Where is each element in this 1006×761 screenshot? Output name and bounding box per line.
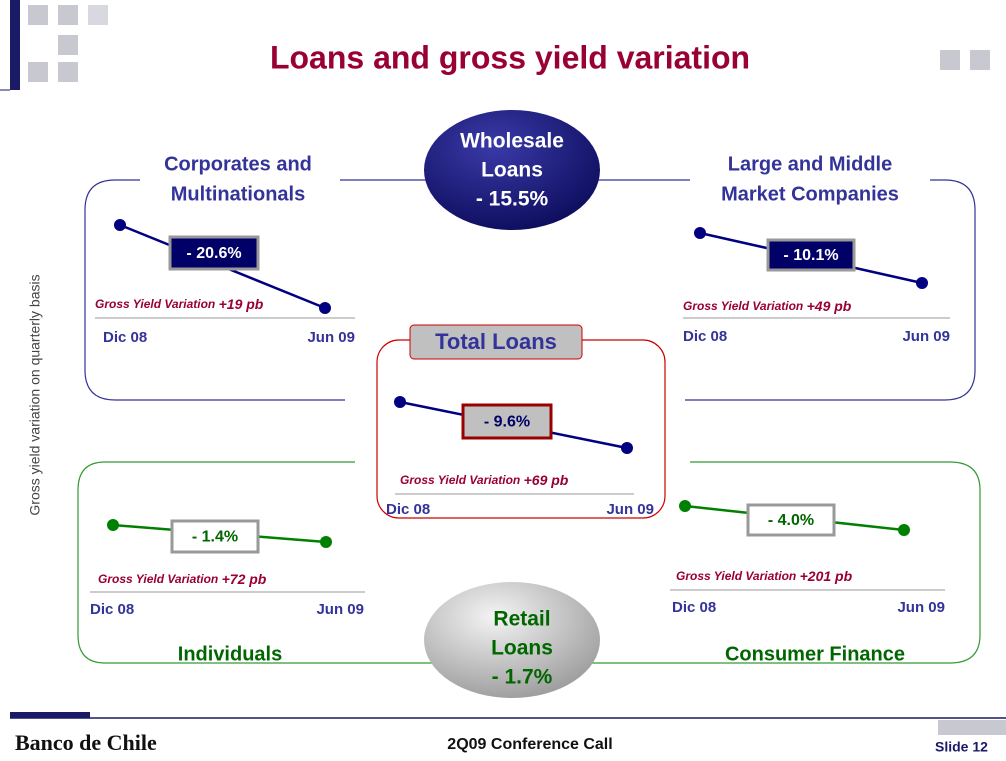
yield-label: Gross Yield Variation xyxy=(98,572,218,586)
trend-dot xyxy=(679,500,691,512)
trend-dot xyxy=(898,524,910,536)
yield-text: Gross Yield Variation +49 pb xyxy=(683,298,852,314)
side-label: Gross yield variation on quarterly basis xyxy=(27,274,43,515)
period-start: Dic 08 xyxy=(683,328,727,345)
wholesale-text: - 15.5% xyxy=(476,188,549,211)
trend-dot xyxy=(621,442,633,454)
trend-dot xyxy=(107,519,119,531)
period-end: Jun 09 xyxy=(316,601,364,618)
change-label: - 10.1% xyxy=(783,247,838,264)
wholesale-text: Wholesale xyxy=(460,130,564,153)
title-bg xyxy=(690,150,930,206)
change-label: - 1.4% xyxy=(192,529,238,546)
retail-bubble xyxy=(424,582,600,698)
period-start: Dic 08 xyxy=(386,501,430,518)
retail-text: - 1.7% xyxy=(492,666,553,689)
retail-text: Retail xyxy=(493,608,550,631)
change-label: - 20.6% xyxy=(186,245,241,262)
footer-bar xyxy=(10,712,90,718)
yield-text: Gross Yield Variation +19 pb xyxy=(95,296,264,312)
yield-value: +49 pb xyxy=(807,298,852,314)
corner-squares xyxy=(28,5,990,82)
yield-text: Gross Yield Variation +201 pb xyxy=(676,568,853,584)
yield-value: +69 pb xyxy=(524,472,569,488)
period-end: Jun 09 xyxy=(897,599,945,616)
slide-number: Slide 12 xyxy=(935,739,988,755)
trend-dot xyxy=(394,396,406,408)
panel-title: Corporates and xyxy=(164,153,312,175)
wholesale-text: Loans xyxy=(481,159,543,182)
yield-label: Gross Yield Variation xyxy=(676,569,796,583)
change-box xyxy=(170,519,260,554)
period-start: Dic 08 xyxy=(90,601,134,618)
trend-dot xyxy=(114,219,126,231)
trend-dot xyxy=(694,227,706,239)
total-label: Total Loans xyxy=(435,329,557,354)
trend-dot xyxy=(916,277,928,289)
footer-square xyxy=(938,720,1006,735)
change-box xyxy=(461,403,553,440)
yield-value: +72 pb xyxy=(222,571,267,587)
period-end: Jun 09 xyxy=(902,328,950,345)
change-box xyxy=(766,238,856,272)
change-box xyxy=(746,503,836,537)
change-label: - 9.6% xyxy=(484,414,530,431)
change-label: - 4.0% xyxy=(768,512,814,529)
panel-title: Large and Middle xyxy=(728,153,892,175)
event: 2Q09 Conference Call xyxy=(447,736,612,753)
retail-text: Loans xyxy=(491,637,553,660)
wholesale-bubble xyxy=(424,110,600,230)
yield-label: Gross Yield Variation xyxy=(400,473,520,487)
trend-dot xyxy=(319,302,331,314)
period-end: Jun 09 xyxy=(606,501,654,518)
panel-title: Multinationals xyxy=(171,183,305,205)
left-bar xyxy=(10,0,20,90)
period-end: Jun 09 xyxy=(307,329,355,346)
yield-value: +201 pb xyxy=(800,568,853,584)
panel-title: Individuals xyxy=(178,643,282,665)
period-start: Dic 08 xyxy=(103,329,147,346)
panel-title: Consumer Finance xyxy=(725,643,905,665)
period-start: Dic 08 xyxy=(672,599,716,616)
brand: Banco de Chile xyxy=(15,730,157,755)
yield-label: Gross Yield Variation xyxy=(95,297,215,311)
yield-text: Gross Yield Variation +72 pb xyxy=(98,571,267,587)
change-box xyxy=(168,235,260,271)
total-label-box xyxy=(409,324,583,360)
title: Loans and gross yield variation xyxy=(270,39,750,75)
title-bg xyxy=(140,150,340,206)
yield-value: +19 pb xyxy=(219,296,264,312)
panel-title: Market Companies xyxy=(721,183,899,205)
trend-dot xyxy=(320,536,332,548)
yield-text: Gross Yield Variation +69 pb xyxy=(400,472,569,488)
yield-label: Gross Yield Variation xyxy=(683,299,803,313)
